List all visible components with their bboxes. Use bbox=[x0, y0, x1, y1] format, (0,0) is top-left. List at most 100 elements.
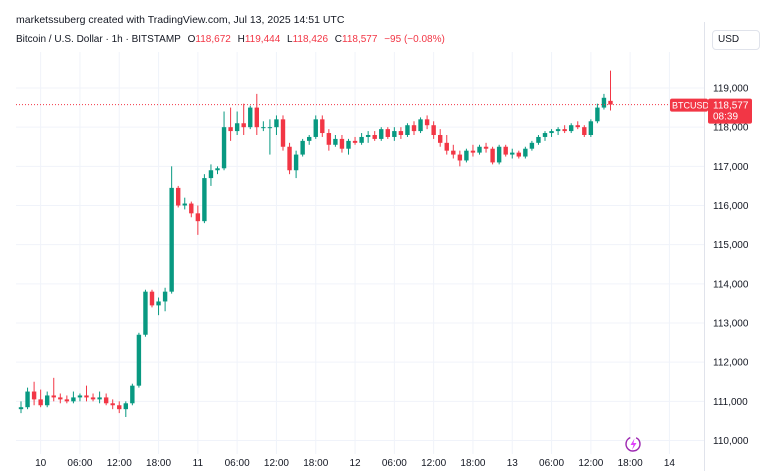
candle-body bbox=[346, 140, 351, 149]
ticker-tag-label: BTCUSD bbox=[672, 101, 710, 111]
bolt-icon[interactable] bbox=[625, 436, 641, 452]
candle-body bbox=[287, 146, 292, 171]
y-tick-label: 115,000 bbox=[713, 240, 749, 251]
candle-body bbox=[156, 301, 161, 306]
candle-body bbox=[18, 407, 24, 410]
candle-body bbox=[536, 136, 541, 143]
candle-body bbox=[38, 399, 43, 406]
high-label: H bbox=[237, 34, 245, 45]
candle-body bbox=[241, 123, 246, 128]
candle-body bbox=[280, 119, 286, 147]
y-tick-label: 114,000 bbox=[713, 279, 749, 290]
candle-body bbox=[313, 119, 318, 137]
author-name: marketssuberg bbox=[16, 14, 86, 26]
y-tick-label: 118,000 bbox=[713, 123, 749, 134]
symbol-description[interactable]: Bitcoin / U.S. Dollar · 1h · BITSTAMP bbox=[16, 34, 181, 45]
candle-body bbox=[431, 125, 436, 135]
low-label: L bbox=[287, 34, 293, 45]
x-tick-label: 12:00 bbox=[421, 458, 446, 469]
low-value: 118,426 bbox=[292, 34, 328, 45]
candle-body bbox=[307, 136, 312, 141]
ticker-tag-bg bbox=[670, 98, 708, 112]
candle-body bbox=[372, 135, 377, 139]
candle-body bbox=[274, 119, 279, 128]
candle-body bbox=[248, 107, 253, 128]
last-price-tag: BTCUSD 118,577 08:39 bbox=[670, 98, 752, 124]
candle-body bbox=[444, 142, 449, 151]
x-tick-label: 18:00 bbox=[618, 458, 643, 469]
high-value: 119,444 bbox=[244, 34, 281, 45]
candle-body bbox=[595, 107, 600, 122]
x-tick-label: 06:00 bbox=[539, 458, 564, 469]
candle-body bbox=[228, 127, 233, 132]
candle-body bbox=[25, 391, 30, 408]
candle-body bbox=[339, 138, 345, 149]
x-tick-label: 11 bbox=[193, 458, 204, 469]
y-tick-label: 119,000 bbox=[713, 84, 749, 95]
candle-body bbox=[418, 119, 423, 132]
candle-body bbox=[110, 403, 115, 406]
x-tick-label: 13 bbox=[507, 458, 519, 469]
candle-body bbox=[234, 123, 240, 132]
candle-body bbox=[326, 133, 332, 145]
ohlc-legend: Bitcoin / U.S. Dollar · 1h · BITSTAMP O1… bbox=[16, 34, 445, 45]
x-tick-label: 06:00 bbox=[67, 458, 92, 469]
candle-body bbox=[555, 129, 561, 132]
candle-body bbox=[189, 203, 194, 214]
candle-body bbox=[352, 140, 358, 143]
price-tag-value: 118,577 bbox=[713, 101, 749, 112]
candle-body bbox=[529, 142, 535, 149]
candle-body bbox=[451, 150, 456, 155]
candle-body bbox=[254, 107, 259, 128]
candle-body bbox=[51, 395, 56, 398]
price-tag-bg bbox=[708, 98, 752, 124]
candle-body bbox=[575, 125, 580, 128]
candle-body bbox=[365, 135, 371, 137]
candle-body bbox=[208, 170, 214, 179]
candle-body bbox=[58, 397, 63, 400]
candle-body bbox=[182, 203, 187, 206]
bolt-glyph bbox=[630, 438, 637, 450]
candle-body bbox=[90, 397, 96, 400]
candle-body bbox=[516, 152, 521, 157]
candle-body bbox=[438, 135, 443, 143]
y-tick-label: 110,000 bbox=[713, 436, 749, 447]
created-with-header: marketssuberg created with TradingView.c… bbox=[16, 14, 344, 26]
candle-body bbox=[195, 213, 201, 222]
candle-body bbox=[162, 291, 168, 302]
candle-body bbox=[542, 133, 548, 137]
candle-body bbox=[424, 119, 430, 126]
candle-body bbox=[562, 129, 567, 132]
candle-body bbox=[221, 127, 227, 169]
candle-body bbox=[97, 397, 102, 400]
time-axis[interactable]: 10 06:00 12:00 18:00 11 06:00 12:00 18:00 12 06:0… bbox=[35, 458, 675, 469]
candle-body bbox=[333, 138, 338, 145]
candle-body bbox=[588, 121, 594, 135]
candle-body bbox=[470, 150, 476, 153]
price-axis[interactable]: 110,000 111,000 112,000 113,000 114,000 115,0… bbox=[713, 84, 749, 448]
candle-body bbox=[149, 291, 155, 306]
candle-body bbox=[385, 129, 390, 137]
x-tick-label: 12:00 bbox=[107, 458, 132, 469]
x-tick-label: 18:00 bbox=[303, 458, 328, 469]
candle-body bbox=[457, 154, 463, 161]
y-tick-label: 113,000 bbox=[713, 319, 749, 330]
y-tick-label: 117,000 bbox=[713, 162, 749, 173]
candle-body bbox=[379, 129, 384, 139]
x-tick-label: 12:00 bbox=[578, 458, 603, 469]
candle-body bbox=[523, 148, 528, 157]
candle-body bbox=[398, 131, 404, 135]
candle-body bbox=[293, 154, 299, 171]
candle-body bbox=[569, 125, 574, 132]
y-tick-label: 111,000 bbox=[713, 397, 748, 408]
candle-body bbox=[202, 178, 207, 222]
candles-layer bbox=[18, 70, 613, 417]
candle-body bbox=[143, 291, 148, 335]
currency-button[interactable]: USD bbox=[712, 30, 760, 50]
candle-body bbox=[392, 131, 397, 137]
candle-body bbox=[267, 127, 273, 129]
y-tick-label: 112,000 bbox=[713, 358, 749, 369]
candle-body bbox=[136, 334, 142, 386]
candle-body bbox=[320, 119, 325, 134]
